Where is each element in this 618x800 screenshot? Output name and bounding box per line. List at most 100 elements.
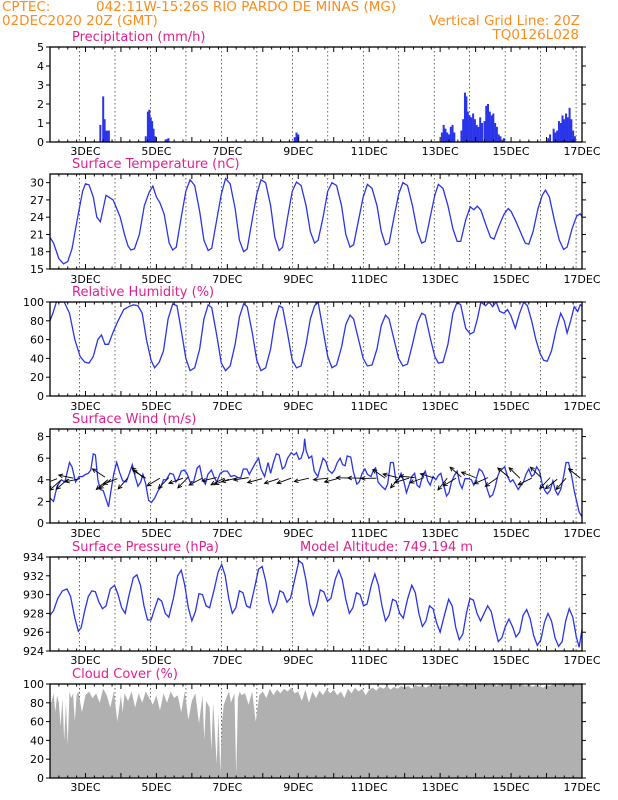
wind-arrow-head [102, 480, 108, 485]
wind-arrow-head [263, 479, 270, 485]
wind-arrow-head [132, 469, 138, 475]
header-model-code: TQ0126L028 [491, 27, 579, 43]
humidity-x-tick-label: 3DEC [70, 400, 100, 413]
precipitation-y-tick-label: 4 [37, 60, 44, 73]
wind-arrow-head [473, 479, 479, 485]
pressure-x-tick-label: 11DEC [351, 654, 388, 667]
humidity-x-tick-label: 5DEC [141, 400, 171, 413]
precipitation-x-tick-label: 5DEC [141, 145, 171, 158]
wind-arrow-shaft [437, 477, 448, 491]
precipitation-bar [166, 139, 169, 142]
precipitation-bar [475, 124, 478, 142]
wind-arrow-shaft [530, 466, 542, 478]
wind-arrow-shaft [394, 477, 410, 483]
precipitation-bar [472, 113, 475, 142]
precipitation-bar [470, 117, 473, 142]
temperature-y-tick-label: 30 [30, 177, 44, 190]
precipitation-bar [552, 128, 555, 142]
humidity-x-tick-label: 15DEC [493, 400, 530, 413]
precipitation-bar [148, 109, 151, 142]
wind-arrow-shaft [188, 477, 203, 486]
precipitation-bar [561, 115, 564, 142]
precipitation-bar [468, 115, 471, 142]
precipitation-y-tick-label: 0 [37, 136, 44, 149]
precipitation-bar [568, 107, 571, 142]
humidity-x-tick-label: 9DEC [283, 400, 313, 413]
wind-arrow-head [232, 477, 239, 482]
temperature-frame [49, 173, 583, 270]
precipitation-bar [460, 130, 463, 142]
wind-arrow-head [213, 480, 220, 486]
wind-y-tick-label: 4 [37, 474, 44, 487]
wind-arrow-head [442, 481, 448, 487]
wind-arrow-head [210, 480, 216, 486]
pressure-x-tick-label: 7DEC [212, 654, 242, 667]
precipitation-bar [105, 130, 108, 142]
temperature-title: Surface Temperature (nC) [72, 157, 240, 172]
precipitation-bar [477, 126, 480, 142]
precipitation-bar [449, 126, 452, 142]
wind-arrow-head [555, 485, 561, 491]
cloud-x-tick-label: 11DEC [351, 781, 388, 794]
wind-arrow-shaft [382, 473, 398, 479]
wind-arrow-head [293, 478, 299, 483]
wind-arrow-head [246, 479, 253, 484]
wind-arrow-head [323, 478, 330, 484]
cloud-x-tick-label: 15DEC [493, 781, 530, 794]
precipitation-bar [102, 96, 105, 142]
humidity-y-tick-label: 100 [23, 296, 44, 309]
temperature-x-tick-label: 9DEC [283, 273, 313, 286]
pressure-y-tick-label: 930 [23, 589, 44, 602]
wind-arrow-head [55, 484, 61, 490]
pressure-plot-area [50, 559, 582, 648]
humidity-x-tick-label: 11DEC [351, 400, 388, 413]
precipitation-panel: Precipitation (mm/h) 0 1 2 3 4 5 3DEC 5DEC 7DEC 9… [37, 30, 601, 158]
wind-arrow-shaft [555, 477, 567, 490]
precipitation-bar [451, 124, 454, 142]
humidity-title: Relative Humidity (%) [72, 285, 214, 300]
pressure-x-tick-label: 17DEC [563, 654, 600, 667]
cloud-x-tick-label: 3DEC [70, 781, 100, 794]
precipitation-bar [570, 119, 573, 142]
precipitation-bar [502, 138, 505, 142]
humidity-y-tick-label: 60 [30, 334, 44, 347]
wind-arrow-shaft [58, 474, 74, 479]
temperature-x-tick-label: 7DEC [212, 273, 242, 286]
precipitation-bar [547, 138, 550, 142]
wind-arrow-head [157, 483, 163, 490]
header-location: 042:11W-15:26S RIO PARDO DE MINAS (MG) [96, 0, 396, 15]
wind-arrow-head [460, 471, 467, 476]
wind-arrow-head [382, 472, 388, 478]
wind-arrow-shaft [294, 477, 310, 482]
wind-x-tick-label: 3DEC [70, 527, 100, 540]
wind-arrow-shaft [409, 477, 425, 484]
temperature-y-tick-label: 24 [30, 211, 44, 224]
precipitation-bar [483, 121, 486, 142]
precipitation-bar [146, 111, 149, 142]
precipitation-bar [462, 119, 465, 142]
precipitation-x-tick-label: 17DEC [563, 145, 600, 158]
wind-arrow-shaft [276, 477, 292, 484]
wind-arrow-shaft [158, 477, 170, 489]
pressure-x-tick-label: 3DEC [70, 654, 100, 667]
wind-arrow-shaft [56, 478, 69, 490]
cloud-title: Cloud Cover (%) [72, 667, 178, 682]
wind-title: Surface Wind (m/s) [72, 412, 196, 427]
wind-frame [49, 428, 583, 524]
precipitation-x-tick-label: 9DEC [283, 145, 313, 158]
wind-arrow-shaft [497, 467, 510, 478]
wind-arrow-head [201, 477, 207, 483]
wind-arrow-shaft [221, 477, 237, 483]
precipitation-bar [151, 121, 154, 142]
humidity-x-tick-label: 7DEC [212, 400, 242, 413]
wind-arrow-head [57, 473, 64, 479]
precipitation-bar [444, 128, 447, 142]
wind-arrow-shaft [146, 477, 161, 487]
precipitation-bar [572, 130, 575, 142]
wind-arrow-head [497, 467, 503, 473]
wind-y-tick-label: 2 [37, 495, 44, 508]
temperature-panel: Surface Temperature (nC) 15 18 21 24 27 30 3DE… [30, 157, 601, 286]
wind-x-tick-label: 13DEC [422, 527, 459, 540]
wind-arrow-head [220, 478, 227, 484]
